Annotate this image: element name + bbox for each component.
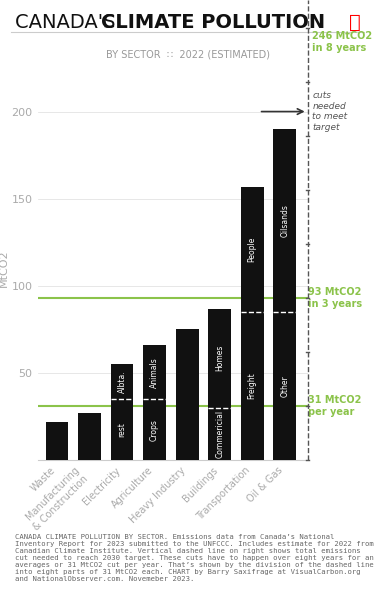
Text: 31 MtCO2
per year: 31 MtCO2 per year (308, 395, 361, 417)
Text: 93 MtCO2
in 3 years: 93 MtCO2 in 3 years (0, 589, 1, 590)
Y-axis label: MtCO2: MtCO2 (0, 250, 9, 287)
Text: CLIMATE POLLUTION: CLIMATE POLLUTION (101, 13, 326, 32)
Text: 93 MtCO2
in 3 years: 93 MtCO2 in 3 years (308, 287, 362, 309)
Text: rest: rest (118, 422, 127, 437)
Bar (143, 345, 166, 460)
Bar (273, 129, 296, 460)
Text: Crops: Crops (150, 419, 159, 441)
Bar (176, 329, 198, 460)
Text: CANADA CLIMATE POLLUTION BY SECTOR. Emissions data from Canada’s National Invent: CANADA CLIMATE POLLUTION BY SECTOR. Emis… (15, 534, 374, 582)
Bar (46, 422, 68, 460)
Text: Homes: Homes (215, 345, 224, 372)
Text: Animals: Animals (150, 357, 159, 388)
Text: Commericial: Commericial (215, 410, 224, 458)
Text: cuts
needed
to meet
target: cuts needed to meet target (312, 91, 348, 132)
Text: Oilsands: Oilsands (280, 204, 289, 237)
Text: People: People (248, 237, 257, 262)
Text: Other: Other (280, 375, 289, 397)
Text: Albta.: Albta. (118, 371, 127, 393)
Bar (78, 413, 101, 460)
Bar (208, 309, 231, 460)
Bar (111, 364, 134, 460)
Text: BY SECTOR  ∷  2022 (ESTIMATED): BY SECTOR ∷ 2022 (ESTIMATED) (105, 50, 270, 60)
Text: Freight: Freight (248, 373, 257, 399)
Text: 31 MtCO2
per year: 31 MtCO2 per year (0, 589, 1, 590)
Text: 246 MtCO2
in 8 years: 246 MtCO2 in 8 years (312, 31, 372, 53)
Bar (241, 186, 264, 460)
Text: CANADA'S: CANADA'S (15, 13, 122, 32)
Text: 🍁: 🍁 (349, 13, 360, 32)
